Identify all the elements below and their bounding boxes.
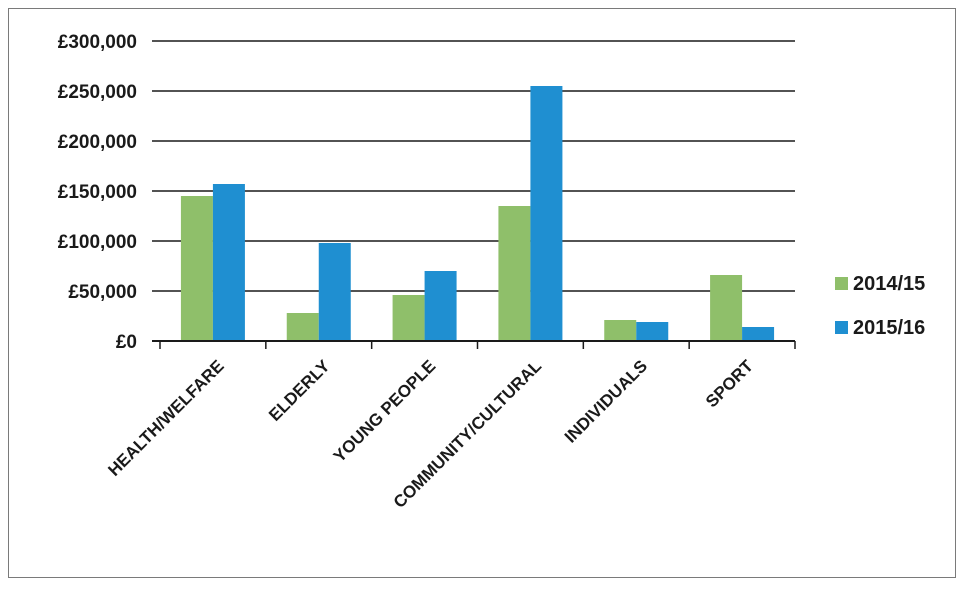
bar-2014/15-community/cultural: [498, 206, 531, 341]
x-axis: [152, 340, 796, 349]
y-tick-label: £0: [116, 332, 137, 353]
bar-2015/16-young people: [424, 271, 457, 341]
y-tick-label: £150,000: [58, 182, 137, 203]
x-category-label: SPORT: [702, 356, 757, 411]
y-tick-label: £50,000: [68, 282, 137, 303]
bar-2015/16-individuals: [636, 322, 669, 341]
legend-label: 2014/15: [853, 273, 925, 295]
y-axis-tick-labels: £0 £50,000 £100,000 £150,000 £200,000 £250,00…: [58, 32, 137, 353]
x-category-label: YOUNG PEOPLE: [330, 356, 440, 466]
bar-2015/16-elderly: [318, 243, 351, 341]
bar-2014/15-elderly: [286, 313, 319, 341]
x-category-label: INDIVIDUALS: [561, 356, 651, 446]
x-category-label: ELDERLY: [265, 356, 334, 425]
bar-2014/15-health/welfare: [180, 196, 213, 341]
y-tick-label: £250,000: [58, 82, 137, 103]
bar-2015/16-health/welfare: [212, 184, 245, 341]
y-tick-label: £100,000: [58, 232, 137, 253]
legend: 2014/15 2015/16: [835, 273, 925, 339]
bar-2015/16-sport: [742, 327, 775, 341]
bar-2014/15-young people: [392, 295, 425, 341]
chart-frame: [8, 8, 956, 578]
bar-2014/15-sport: [710, 275, 743, 341]
y-tick-label: £300,000: [58, 32, 137, 53]
bars: [180, 86, 775, 341]
legend-swatch: [835, 321, 848, 334]
bar-2015/16-community/cultural: [530, 86, 563, 341]
gridlines: [152, 40, 795, 292]
x-category-label: HEALTH/WELFARE: [104, 356, 227, 479]
bar-2014/15-individuals: [604, 320, 637, 341]
y-tick-label: £200,000: [58, 132, 137, 153]
legend-label: 2015/16: [853, 317, 925, 339]
legend-swatch: [835, 277, 848, 290]
